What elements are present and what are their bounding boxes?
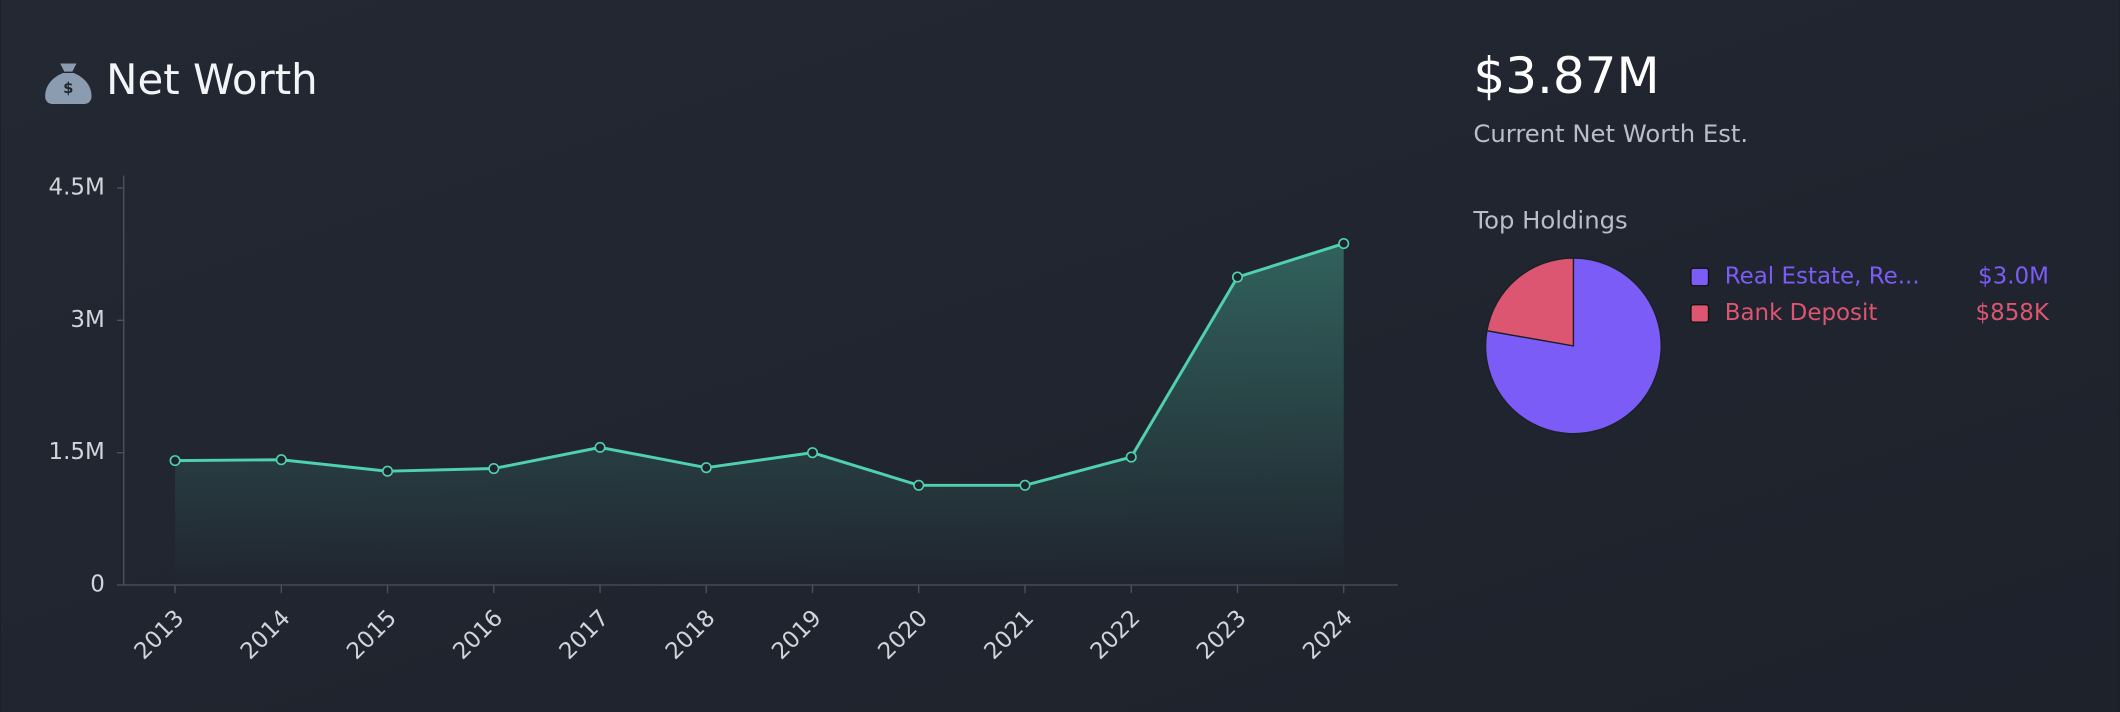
data-point <box>1231 271 1244 283</box>
area-fill <box>175 243 1344 586</box>
net-worth-line <box>175 242 1345 487</box>
y-tick-label: 0 <box>90 572 105 598</box>
legend-label: Bank Deposit <box>1725 300 1878 326</box>
legend-label: Real Estate, Re... <box>1725 263 1920 289</box>
y-tick-label: 3M <box>70 307 104 333</box>
pie-slice <box>1484 257 1662 435</box>
money-bag-icon: $ <box>45 63 92 105</box>
data-point <box>488 463 500 475</box>
data-point <box>913 479 925 491</box>
legend-value: $858K <box>1975 300 2049 326</box>
data-point <box>1338 238 1350 250</box>
data-point <box>806 447 819 459</box>
net-worth-label: Current Net Worth Est. <box>1473 119 1748 148</box>
y-tick-label: 4.5M <box>48 174 104 200</box>
svg-text:$: $ <box>63 79 73 97</box>
data-point <box>594 441 606 453</box>
data-point <box>275 454 287 466</box>
card-title: Net Worth <box>106 55 318 104</box>
y-tick-label: 1.5M <box>48 439 104 465</box>
legend-value: $3.0M <box>1978 263 2049 289</box>
data-point <box>700 462 712 474</box>
data-point <box>1019 479 1031 491</box>
legend-swatch <box>1690 267 1710 287</box>
holdings-title: Top Holdings <box>1472 206 1627 235</box>
net-worth-value: $3.87M <box>1473 47 1659 105</box>
data-point <box>382 465 394 477</box>
legend-swatch <box>1690 303 1710 323</box>
data-point <box>169 455 181 467</box>
data-point <box>1125 451 1137 463</box>
pie-slice <box>1486 257 1575 347</box>
